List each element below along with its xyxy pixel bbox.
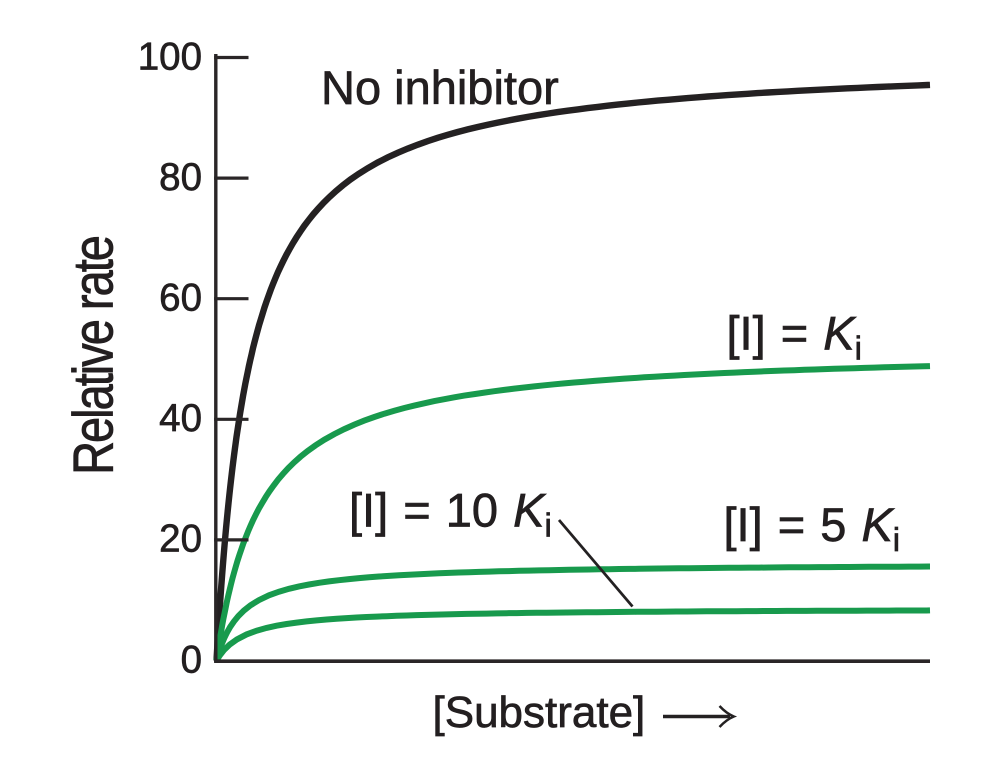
svg-text:[I] = 5 Ki: [I] = 5 Ki	[724, 498, 901, 558]
svg-text:Relative rate: Relative rate	[63, 237, 126, 475]
svg-text:20: 20	[159, 518, 202, 561]
svg-text:0: 0	[181, 639, 202, 682]
svg-text:No inhibitor: No inhibitor	[321, 61, 559, 114]
svg-text:80: 80	[159, 156, 202, 199]
svg-text:40: 40	[159, 397, 202, 440]
svg-text:[I] = Ki: [I] = Ki	[727, 307, 862, 367]
svg-text:[I] = 10 Ki: [I] = 10 Ki	[349, 484, 552, 544]
svg-text:[Substrate]: [Substrate]	[433, 688, 646, 737]
svg-text:60: 60	[159, 277, 202, 320]
svg-text:100: 100	[138, 36, 202, 79]
